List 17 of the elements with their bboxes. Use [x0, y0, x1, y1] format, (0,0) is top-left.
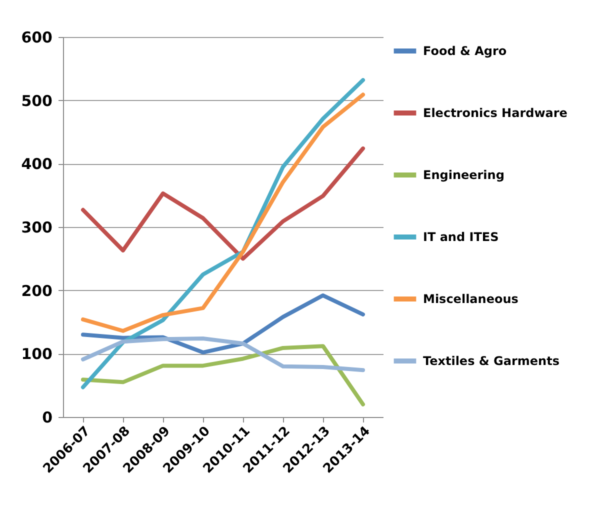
line-series — [81, 146, 365, 261]
y-tick-label: 0 — [42, 408, 52, 426]
line-series — [81, 344, 365, 406]
legend-label: Food & Agro — [423, 44, 507, 58]
legend-label: Engineering — [423, 168, 504, 182]
legend-label: Electronics Hardware — [423, 106, 568, 120]
line-series — [81, 336, 365, 372]
y-tick-label: 500 — [21, 92, 52, 110]
y-tick-label: 200 — [21, 282, 52, 300]
legend-label: IT and ITES — [423, 230, 499, 244]
legend-label: Textiles & Garments — [423, 354, 560, 368]
y-tick-label: 600 — [21, 28, 52, 46]
line-series — [81, 92, 365, 333]
legend-label: Miscellaneous — [423, 292, 518, 306]
y-tick-label: 400 — [21, 155, 52, 174]
y-tick-label: 300 — [21, 218, 52, 236]
y-tick-label: 100 — [21, 345, 52, 364]
